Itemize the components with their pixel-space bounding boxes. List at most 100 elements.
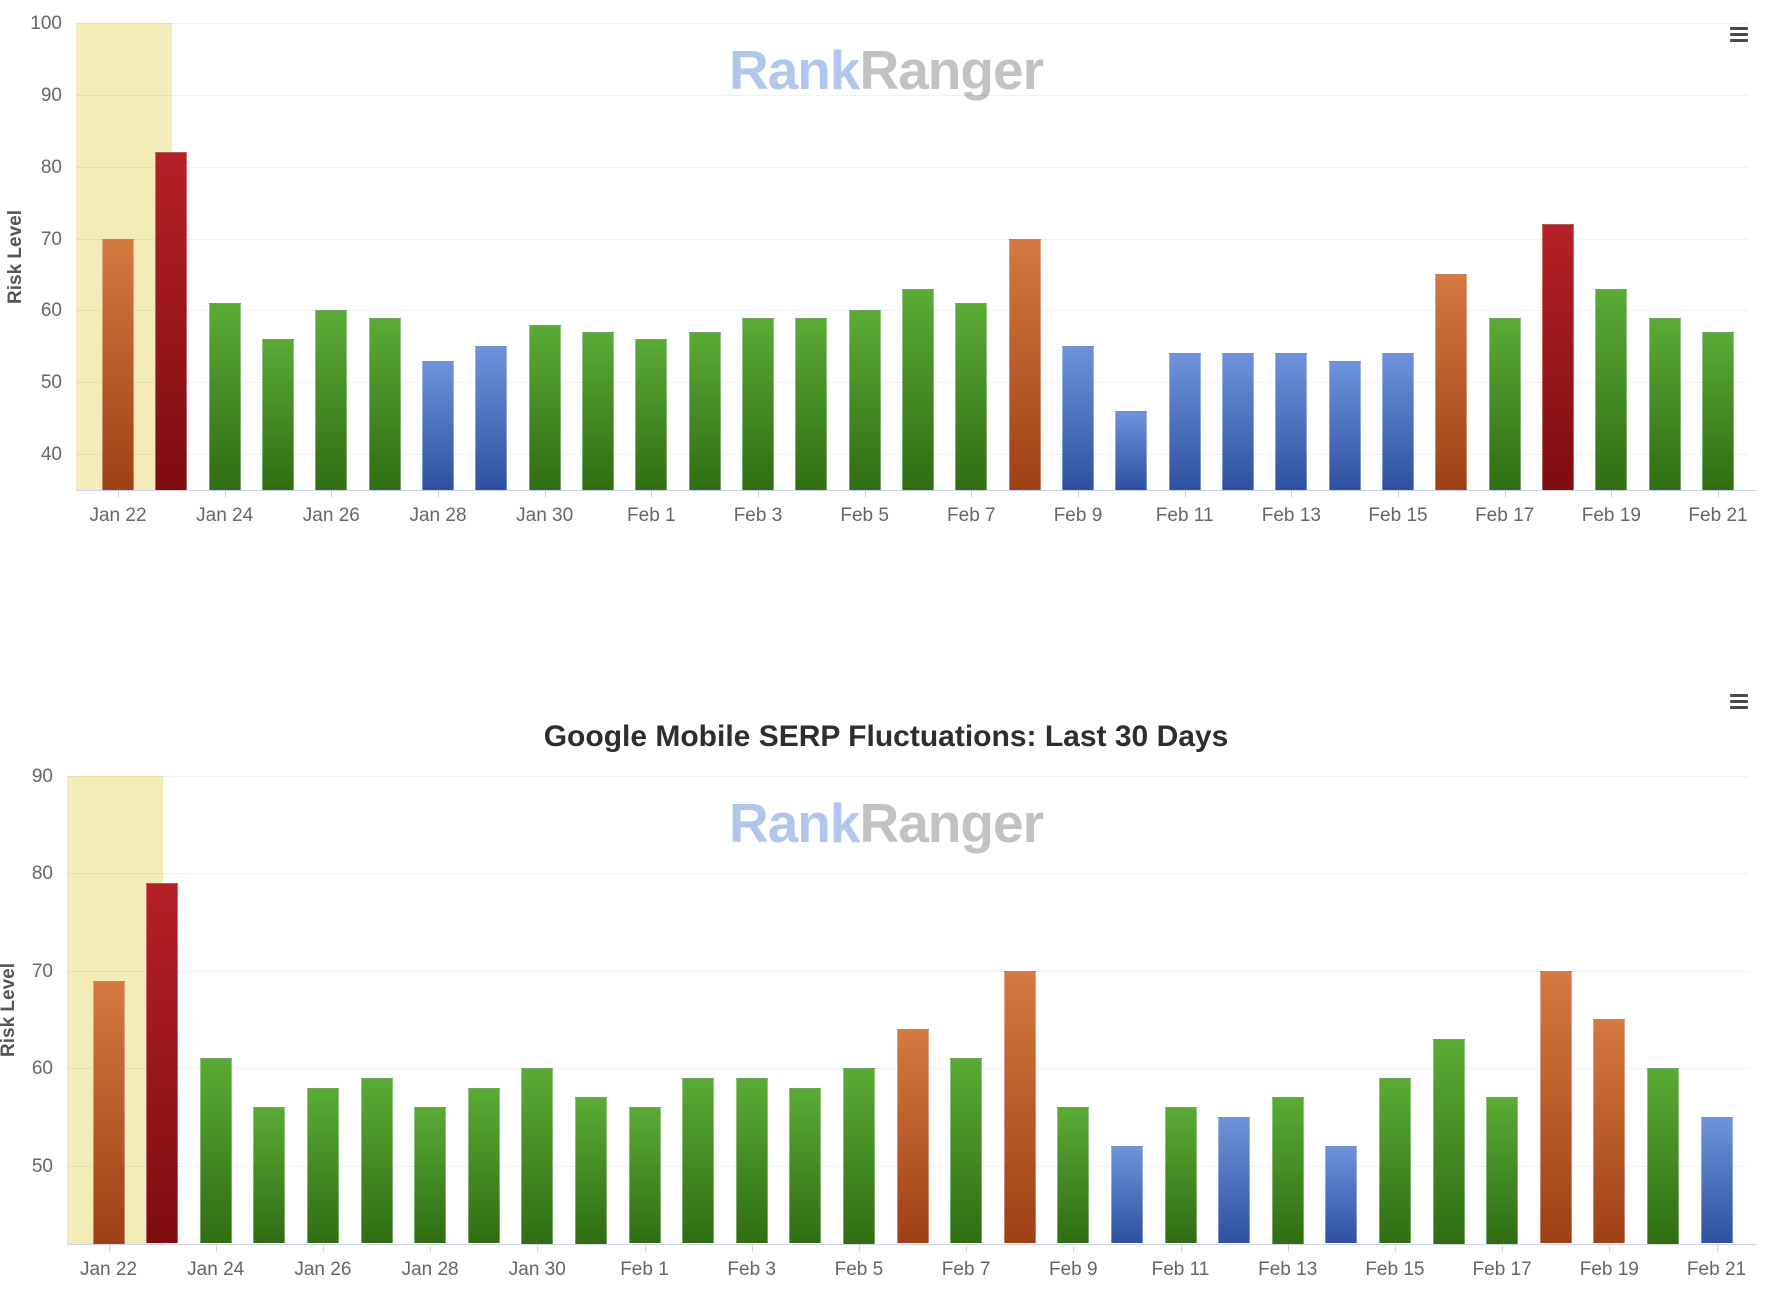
bar[interactable] <box>1057 1107 1090 1244</box>
x-axis-tick <box>1504 490 1506 498</box>
bar[interactable] <box>208 303 241 490</box>
bar[interactable] <box>1539 970 1572 1244</box>
gridline <box>76 238 1748 240</box>
chart-context-menu-icon[interactable] <box>1730 694 1748 712</box>
x-axis-tick-label: Feb 17 <box>1472 1258 1532 1280</box>
bar[interactable] <box>146 883 179 1244</box>
watermark-rank-text: Rank <box>729 39 860 101</box>
bar[interactable] <box>1593 1019 1626 1244</box>
bar[interactable] <box>467 1087 500 1244</box>
bar[interactable] <box>789 1087 822 1244</box>
bar[interactable] <box>1328 360 1361 490</box>
x-axis-tick <box>537 1243 539 1252</box>
x-axis-tick-label: Feb 3 <box>733 505 783 526</box>
chart-context-menu-icon[interactable] <box>1730 27 1748 45</box>
x-axis-tick-label: Feb 17 <box>1475 505 1535 526</box>
bar[interactable] <box>950 1058 983 1244</box>
bar[interactable] <box>1648 317 1681 490</box>
bar[interactable] <box>199 1058 232 1244</box>
gridline <box>67 873 1748 875</box>
bar[interactable] <box>102 238 134 490</box>
x-axis-tick-label: Feb 7 <box>947 505 996 526</box>
bar[interactable] <box>902 288 934 490</box>
bar[interactable] <box>1702 331 1734 490</box>
bar[interactable] <box>688 331 721 490</box>
bar[interactable] <box>414 1107 447 1244</box>
bar[interactable] <box>682 1077 715 1244</box>
y-axis-tick-label: 90 <box>31 766 53 787</box>
x-axis-tick-label: Feb 11 <box>1151 1258 1210 1280</box>
bar[interactable] <box>1003 970 1036 1244</box>
y-axis-tick-label: 70 <box>40 228 62 250</box>
bar[interactable] <box>1164 1107 1197 1244</box>
x-axis-tick <box>438 490 439 498</box>
bar[interactable] <box>628 1107 661 1244</box>
serp-fluctuations-chart-mobile: Google Mobile SERP Fluctuations: Last 30… <box>0 680 1772 1293</box>
bar[interactable] <box>155 152 188 490</box>
bar[interactable] <box>1008 238 1041 490</box>
x-axis-tick <box>758 490 759 498</box>
bar[interactable] <box>1488 317 1521 490</box>
x-axis-tick <box>971 490 973 498</box>
bar[interactable] <box>315 310 348 490</box>
x-axis-tick <box>430 1243 432 1252</box>
bar[interactable] <box>795 317 828 490</box>
bar[interactable] <box>896 1029 929 1244</box>
x-axis-tick <box>1394 1243 1396 1252</box>
bar[interactable] <box>521 1068 554 1244</box>
bar[interactable] <box>1115 410 1148 490</box>
bar[interactable] <box>1486 1097 1519 1244</box>
bar[interactable] <box>1646 1068 1679 1244</box>
bar[interactable] <box>422 360 454 490</box>
x-axis-tick <box>751 1243 753 1252</box>
y-axis-tick-label: 50 <box>40 372 62 394</box>
x-axis-tick <box>966 1243 968 1252</box>
bar[interactable] <box>735 1077 768 1244</box>
plot-area: 40 50 60 70 80 90 100 Jan 22 Jan 24 Jan 26 Jan 28 J… <box>0 0 1772 540</box>
x-axis-line <box>76 490 1756 491</box>
bar[interactable] <box>1325 1146 1358 1244</box>
x-axis-tick <box>864 490 866 498</box>
bar[interactable] <box>1378 1077 1411 1244</box>
bar[interactable] <box>635 339 668 490</box>
bar[interactable] <box>582 331 614 490</box>
bar[interactable] <box>1435 274 1468 490</box>
bar[interactable] <box>1218 1116 1251 1244</box>
bar[interactable] <box>528 324 561 490</box>
bar[interactable] <box>842 1068 875 1244</box>
plot-area: 50 60 70 80 90 Jan 22 Jan 24 Jan 26 Jan 28 Jan 30… <box>0 680 1772 1293</box>
bar[interactable] <box>253 1107 286 1244</box>
gridline <box>76 166 1748 168</box>
bar[interactable] <box>306 1087 339 1244</box>
x-axis-tick <box>1078 490 1079 498</box>
bar[interactable] <box>475 346 508 490</box>
bar[interactable] <box>1432 1038 1465 1244</box>
bar[interactable] <box>1271 1097 1304 1244</box>
bar[interactable] <box>360 1077 393 1244</box>
bar[interactable] <box>1542 224 1574 490</box>
bar[interactable] <box>1062 346 1094 490</box>
x-axis-tick-label: Jan 22 <box>79 1258 138 1280</box>
bar[interactable] <box>1700 1116 1733 1244</box>
bar[interactable] <box>574 1097 607 1244</box>
bar[interactable] <box>1275 353 1308 490</box>
x-axis-tick-label: Feb 15 <box>1365 1258 1425 1280</box>
bar[interactable] <box>1168 353 1201 490</box>
bar[interactable] <box>368 317 401 490</box>
bar[interactable] <box>955 303 988 490</box>
x-axis-tick <box>108 1243 110 1252</box>
bar[interactable] <box>1382 353 1414 490</box>
gridline <box>76 23 1748 24</box>
bar[interactable] <box>92 980 125 1244</box>
bar[interactable] <box>1110 1146 1143 1244</box>
bar[interactable] <box>262 339 294 490</box>
bar[interactable] <box>742 317 774 490</box>
x-axis-tick <box>1502 1243 1504 1252</box>
x-axis-tick <box>1184 490 1186 498</box>
bar[interactable] <box>848 310 881 490</box>
y-axis-tick-label: 60 <box>31 1058 53 1080</box>
y-axis-tick-label: 70 <box>31 960 53 982</box>
bar[interactable] <box>1222 353 1254 490</box>
y-axis-tick-label: 60 <box>40 300 62 322</box>
bar[interactable] <box>1595 288 1628 490</box>
